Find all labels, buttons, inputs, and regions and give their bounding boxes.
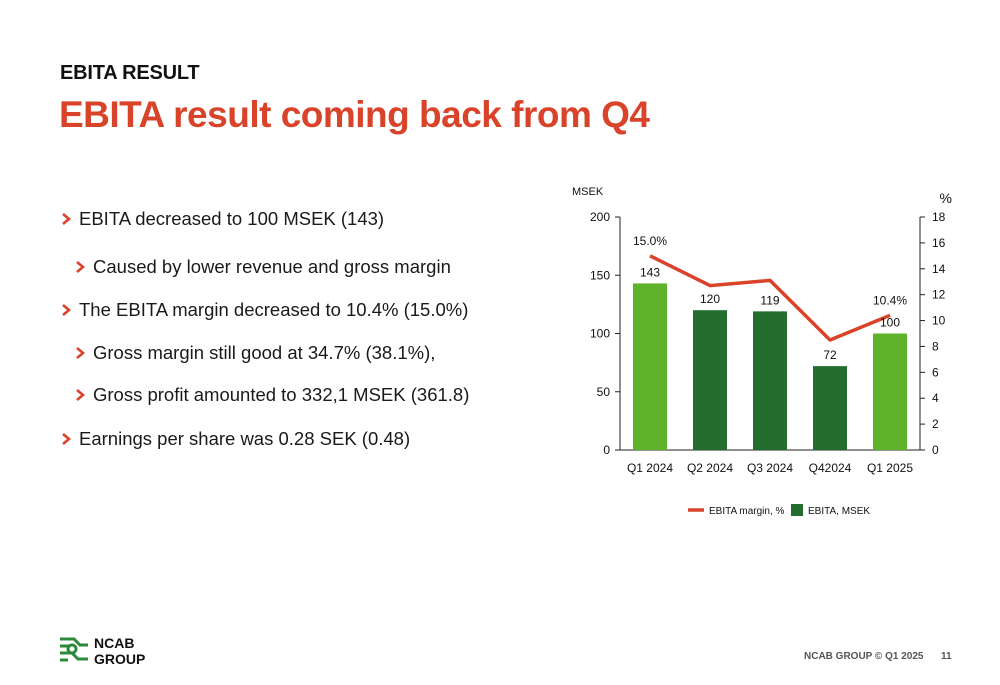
ebita-bar	[873, 333, 907, 450]
right-tick-label: 2	[932, 417, 939, 431]
page-number: 11	[941, 651, 952, 662]
bar-value-label: 119	[760, 293, 779, 307]
bar-value-label: 72	[823, 348, 837, 362]
line-value-label: 10.4%	[873, 293, 907, 307]
section-label: EBITA RESULT	[60, 62, 200, 84]
chevron-right-icon	[76, 389, 86, 401]
category-label: Q42024	[809, 461, 852, 475]
right-tick-label: 18	[932, 210, 946, 224]
right-tick-label: 12	[932, 288, 946, 302]
category-label: Q3 2024	[747, 461, 793, 475]
footer-source: NCAB GROUP © Q1 2025	[804, 651, 924, 662]
margin-line	[649, 254, 891, 342]
category-label: Q1 2025	[867, 461, 913, 475]
chevron-right-icon	[76, 261, 86, 273]
right-axis-title: %	[940, 190, 952, 206]
chevron-right-icon	[76, 347, 86, 359]
logo-line: NCAB	[94, 635, 134, 651]
chevron-right-icon	[62, 304, 72, 316]
category-label: Q1 2024	[627, 461, 673, 475]
ebita-chart: 0 50 100 150 200 0 2 4 6 8 10 12 14 16 18 MSEK % 143 120 11…	[572, 186, 952, 517]
bar-value-label: 100	[880, 316, 900, 330]
legend-label: EBITA, MSEK	[808, 506, 870, 517]
ebita-bar	[753, 311, 787, 450]
legend-label: EBITA margin, %	[709, 506, 785, 517]
bullet-text: The EBITA margin decreased to 10.4% (15.…	[79, 299, 469, 320]
left-tick-label: 100	[590, 327, 610, 341]
left-tick-label: 200	[590, 210, 610, 224]
legend-bar-swatch	[791, 504, 803, 516]
ebita-bar	[633, 283, 667, 450]
line-value-label: 15.0%	[633, 234, 667, 248]
right-tick-label: 6	[932, 365, 939, 379]
right-tick-label: 16	[932, 236, 946, 250]
slide-headline: EBITA result coming back from Q4	[59, 94, 650, 135]
right-tick-label: 14	[932, 262, 946, 276]
bar-value-label: 120	[700, 292, 720, 306]
right-tick-label: 0	[932, 443, 939, 457]
category-label: Q2 2024	[687, 461, 733, 475]
bar-value-label: 143	[640, 265, 660, 279]
chevron-right-icon	[62, 213, 72, 225]
bullet-text: Gross profit amounted to 332,1 MSEK (361…	[93, 384, 470, 405]
logo-line: GROUP	[94, 651, 145, 667]
right-tick-label: 8	[932, 339, 939, 353]
left-tick-label: 50	[597, 385, 611, 399]
left-tick-label: 0	[603, 443, 610, 457]
bullet-text: Caused by lower revenue and gross margin	[93, 256, 451, 277]
right-tick-label: 10	[932, 314, 946, 328]
bullet-text: Gross margin still good at 34.7% (38.1%)…	[93, 342, 436, 363]
right-tick-label: 4	[932, 391, 939, 405]
left-tick-label: 150	[590, 268, 610, 282]
ebita-bar	[813, 366, 847, 450]
bullet-text: EBITA decreased to 100 MSEK (143)	[79, 208, 385, 229]
bullet-text: Earnings per share was 0.28 SEK (0.48)	[79, 428, 411, 449]
chevron-right-icon	[62, 433, 72, 445]
ebita-bar	[693, 310, 727, 450]
ncab-logo: NCAB GROUP	[60, 635, 145, 667]
left-axis-title: MSEK	[572, 186, 604, 198]
